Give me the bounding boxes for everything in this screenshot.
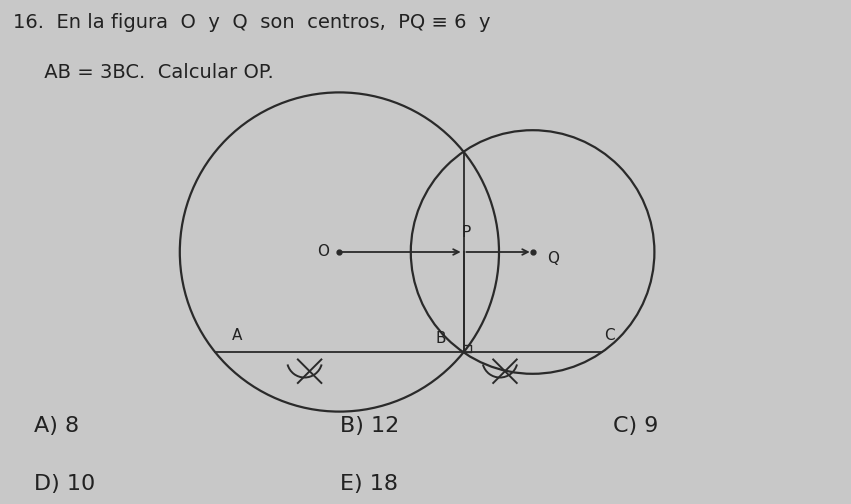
Text: D) 10: D) 10 [34,474,95,494]
Text: Q: Q [547,251,559,266]
Text: 16.  En la figura  O  y  Q  son  centros,  PQ ≡ 6  y: 16. En la figura O y Q son centros, PQ ≡… [13,13,490,32]
Text: A: A [232,328,243,343]
Text: A) 8: A) 8 [34,416,79,436]
Text: P: P [461,225,471,240]
Text: B: B [435,331,446,346]
Text: B) 12: B) 12 [340,416,400,436]
Text: O: O [317,244,328,260]
Text: C: C [603,328,614,343]
Text: AB = 3BC.  Calcular OP.: AB = 3BC. Calcular OP. [13,63,273,82]
Text: E) 18: E) 18 [340,474,398,494]
Text: C) 9: C) 9 [613,416,658,436]
